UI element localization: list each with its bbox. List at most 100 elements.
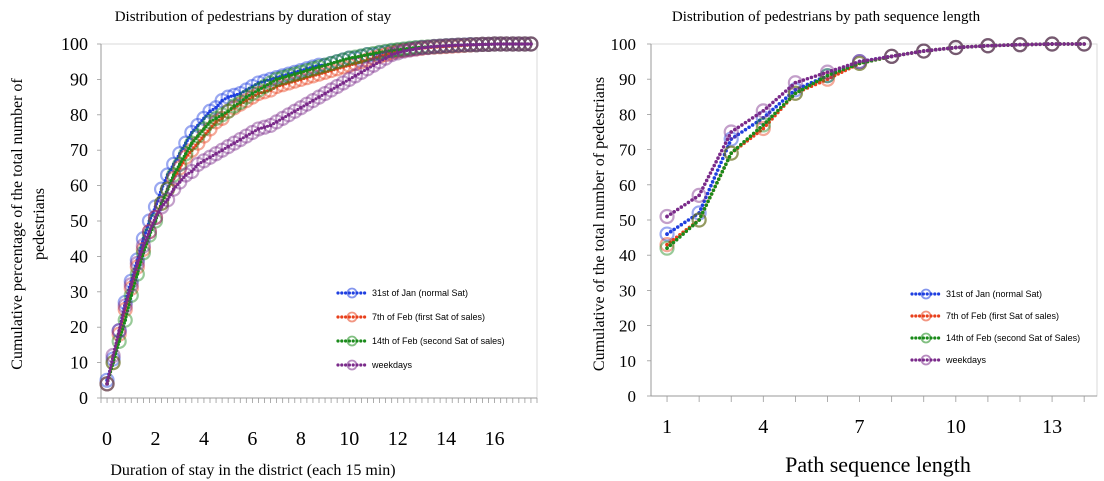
line-dot (715, 168, 720, 172)
line-dot (699, 207, 703, 211)
data-point (275, 70, 291, 86)
line-dot (735, 145, 740, 150)
line-dot (668, 229, 673, 234)
line-dot (229, 143, 233, 147)
line-dot (169, 192, 173, 197)
line-dot (161, 198, 165, 203)
x-tick-label: 12 (388, 428, 408, 450)
data-point-center (335, 66, 339, 71)
line-dot (674, 237, 679, 242)
data-point (208, 100, 224, 116)
data-point-center (761, 126, 766, 131)
data-point (244, 85, 260, 102)
y-tick-label: 100 (61, 34, 88, 54)
legend: 31st of Jan (normal Sat) 7th of Feb (firs… (336, 287, 505, 371)
legend-line-dot (918, 336, 922, 340)
line-dot (217, 114, 221, 119)
line-dot (725, 137, 730, 142)
line-dot (405, 48, 409, 53)
data-point (226, 98, 242, 114)
legend-line-dot (359, 291, 363, 295)
data-point (755, 120, 771, 137)
data-point (123, 277, 139, 293)
legend-line-dot (921, 358, 926, 362)
data-point-center (262, 89, 267, 94)
data-point-center (214, 116, 218, 121)
data-point-center (365, 58, 370, 62)
line-dot (128, 296, 133, 301)
y-tick-label: 90 (619, 70, 636, 89)
data-point-center (256, 81, 261, 85)
line-dot (332, 60, 336, 65)
data-point-center (177, 151, 182, 156)
line-dot (253, 129, 258, 133)
data-point (787, 85, 803, 101)
data-point-center (190, 148, 194, 152)
line-dot (163, 200, 168, 204)
line-dot (678, 235, 682, 239)
data-point-center (486, 42, 491, 47)
data-point-center (729, 130, 734, 134)
line-dot (259, 86, 264, 90)
line-dot (471, 43, 476, 47)
line-dot (814, 79, 819, 84)
data-point (755, 103, 771, 119)
line-dot (702, 182, 707, 186)
data-point-center (444, 43, 448, 48)
data-point-center (183, 141, 188, 145)
data-point-center (347, 63, 352, 68)
data-point-center (232, 141, 237, 145)
line-dot (706, 174, 711, 179)
line-dot (124, 301, 128, 305)
line-dot (885, 55, 890, 59)
line-dot (675, 225, 680, 229)
data-point (329, 54, 345, 70)
line-dot (362, 68, 367, 73)
line-dot (962, 45, 966, 49)
line-dot (356, 60, 360, 65)
chart-title: Distribution of pedestrians by path sequ… (672, 9, 981, 25)
line-dot (169, 168, 173, 172)
line-dot (777, 102, 782, 106)
data-point-center (365, 66, 370, 71)
data-point (250, 82, 267, 98)
line-dot (387, 49, 391, 53)
line-dot (845, 63, 850, 68)
line-dot (150, 213, 154, 217)
line-dot (797, 86, 802, 90)
line-dot (326, 69, 330, 74)
line-dot (681, 232, 685, 236)
line-dot (187, 171, 191, 175)
line-dot (144, 238, 148, 242)
legend-marker (346, 287, 358, 299)
line-dot (710, 167, 715, 172)
line-dot (805, 76, 810, 81)
y-axis-label-line-1: Cumulative percentage of the total numbe… (9, 78, 26, 370)
legend-label: 7th of Feb (first Sat of sales) (946, 311, 1059, 321)
line-dot (362, 53, 367, 57)
line-dot (308, 100, 312, 105)
legend-line-dot (910, 292, 914, 296)
line-dot (807, 83, 812, 88)
data-point (196, 153, 212, 169)
data-point (659, 240, 675, 256)
line-dot (683, 220, 687, 225)
line-dot (113, 347, 117, 351)
legend-line-dot (344, 315, 348, 319)
data-point-center (244, 98, 249, 103)
line-dot (821, 79, 826, 83)
line-dot (668, 240, 673, 244)
legend-line-dot (363, 315, 367, 319)
y-tick-label: 70 (70, 140, 88, 160)
line-dot (723, 141, 728, 145)
legend-line-dot (933, 314, 937, 318)
line-dot (998, 43, 1002, 48)
data-point-center (177, 162, 182, 167)
line-dot (978, 44, 982, 48)
line-dot (332, 68, 336, 72)
line-dot (797, 79, 802, 84)
line-dot (773, 111, 777, 116)
line-dot (679, 205, 684, 209)
line-dot (905, 51, 910, 56)
line-dot (684, 229, 689, 234)
